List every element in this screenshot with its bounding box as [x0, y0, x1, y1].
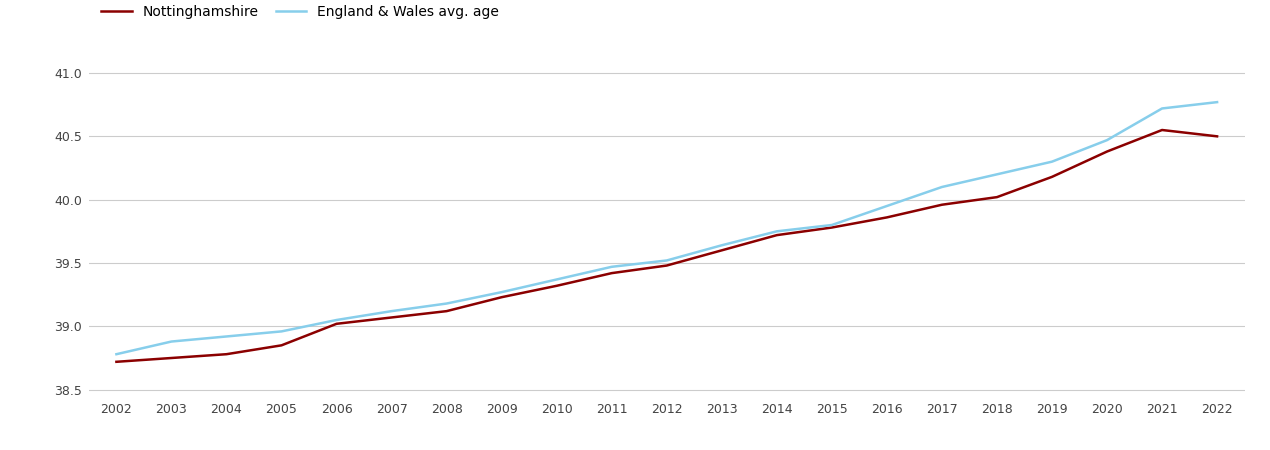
Nottinghamshire: [494, 294, 509, 300]
England & Wales avg. age: [659, 258, 674, 263]
England & Wales avg. age: [1100, 137, 1115, 143]
England & Wales avg. age: [439, 301, 455, 306]
Nottinghamshire: [218, 351, 234, 357]
Nottinghamshire: [1154, 127, 1170, 133]
Nottinghamshire: [384, 315, 399, 320]
Nottinghamshire: [605, 270, 620, 276]
England & Wales avg. age: [1209, 99, 1224, 105]
England & Wales avg. age: [329, 317, 344, 323]
Line: Nottinghamshire: Nottinghamshire: [117, 130, 1217, 362]
Nottinghamshire: [659, 263, 674, 268]
Nottinghamshire: [109, 359, 124, 364]
Nottinghamshire: [935, 202, 950, 207]
England & Wales avg. age: [605, 264, 620, 270]
Nottinghamshire: [714, 248, 729, 253]
Nottinghamshire: [1209, 134, 1224, 139]
Nottinghamshire: [439, 308, 455, 314]
Nottinghamshire: [329, 321, 344, 327]
England & Wales avg. age: [218, 334, 234, 339]
Nottinghamshire: [164, 356, 179, 361]
England & Wales avg. age: [935, 184, 950, 190]
Nottinghamshire: [989, 194, 1005, 200]
England & Wales avg. age: [989, 171, 1005, 177]
England & Wales avg. age: [1044, 159, 1059, 164]
England & Wales avg. age: [1154, 106, 1170, 111]
Nottinghamshire: [549, 283, 564, 288]
England & Wales avg. age: [384, 308, 399, 314]
England & Wales avg. age: [109, 351, 124, 357]
England & Wales avg. age: [879, 203, 894, 209]
England & Wales avg. age: [824, 222, 839, 228]
Nottinghamshire: [879, 215, 894, 220]
England & Wales avg. age: [549, 277, 564, 282]
Legend: Nottinghamshire, England & Wales avg. age: Nottinghamshire, England & Wales avg. ag…: [95, 0, 505, 24]
Nottinghamshire: [770, 233, 785, 238]
England & Wales avg. age: [494, 289, 509, 295]
England & Wales avg. age: [714, 243, 729, 248]
Line: England & Wales avg. age: England & Wales avg. age: [117, 102, 1217, 354]
England & Wales avg. age: [274, 328, 290, 334]
Nottinghamshire: [1044, 174, 1059, 180]
Nottinghamshire: [1100, 149, 1115, 154]
Nottinghamshire: [824, 225, 839, 230]
England & Wales avg. age: [164, 339, 179, 344]
England & Wales avg. age: [770, 229, 785, 234]
Nottinghamshire: [274, 342, 290, 348]
